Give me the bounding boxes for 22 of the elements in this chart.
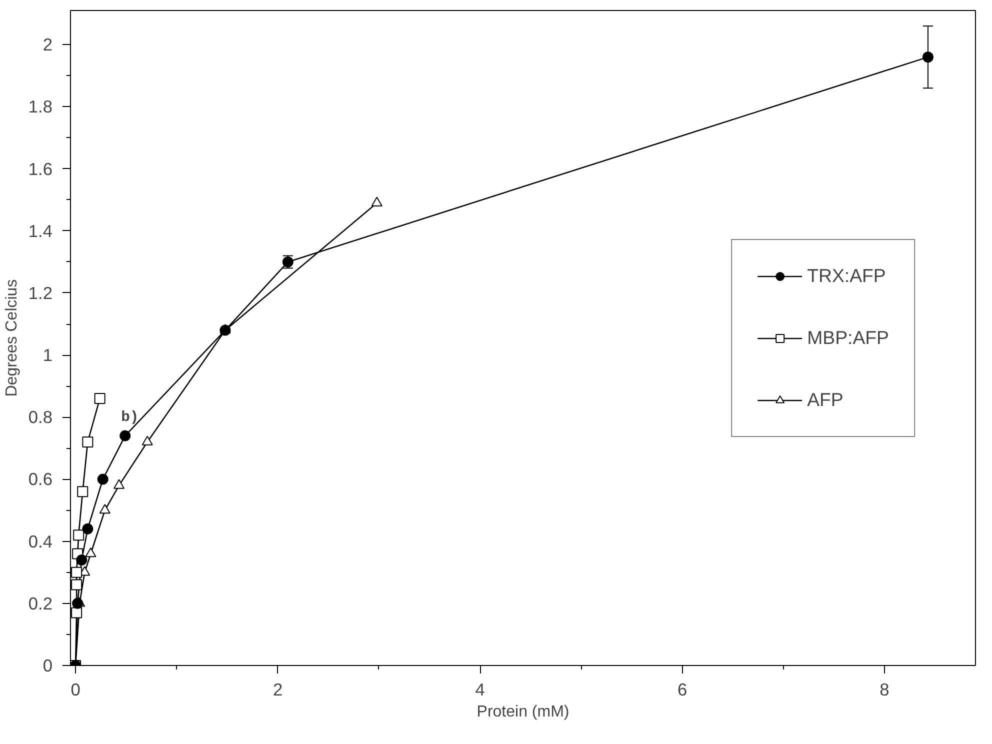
y-tick-label: 0.4	[28, 531, 53, 552]
x-tick-label: 4	[475, 680, 486, 700]
y-tick-label: 1.6	[28, 158, 53, 179]
y-axis-title: Degrees Celcius	[3, 279, 20, 397]
annotation: b)	[121, 410, 139, 426]
legend-label: AFP	[807, 388, 844, 410]
y-tick-label: 1	[42, 345, 53, 366]
x-tick-label: 6	[677, 680, 688, 700]
x-tick-label: 8	[880, 680, 890, 700]
legend-label: MBP:AFP	[807, 326, 889, 348]
x-tick-label: 2	[272, 680, 283, 700]
y-tick-label: 0.8	[28, 407, 53, 428]
y-tick-label: 0	[42, 656, 53, 676]
y-tick-label: 1.4	[28, 220, 53, 241]
y-tick-label: 2	[42, 34, 53, 55]
legend-label: TRX:AFP	[807, 264, 886, 286]
y-tick-label: 0.6	[28, 469, 53, 490]
y-tick-label: 1.8	[28, 96, 53, 117]
x-tick-label: 0	[70, 680, 80, 700]
x-axis-title: Protein (mM)	[476, 704, 570, 720]
y-tick-label: 0.2	[28, 593, 53, 614]
y-tick-label: 1.2	[28, 282, 53, 303]
